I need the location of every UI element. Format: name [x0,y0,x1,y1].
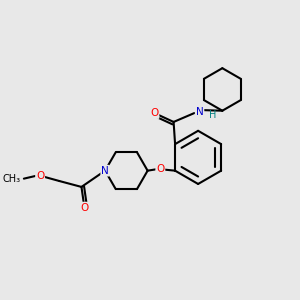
Text: N: N [196,107,203,117]
Text: CH₃: CH₃ [3,174,21,184]
Text: H: H [209,110,216,120]
Text: O: O [36,171,44,181]
Text: O: O [156,164,164,174]
Text: N: N [101,166,109,176]
Text: O: O [150,108,158,118]
Text: O: O [80,202,88,213]
